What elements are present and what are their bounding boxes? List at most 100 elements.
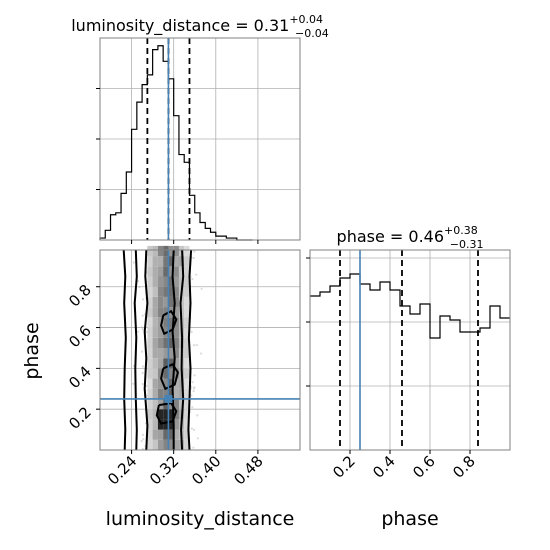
- scatter-point: [132, 261, 135, 264]
- density-cell: [157, 256, 164, 267]
- title-base: luminosity_distance = 0.31: [71, 16, 289, 36]
- density-cell: [152, 307, 158, 318]
- density-cell: [173, 348, 179, 359]
- density-cell: [173, 439, 179, 450]
- density-cell: [147, 419, 153, 430]
- scatter-point: [141, 328, 144, 331]
- y-tick-label: 0.8: [65, 281, 95, 311]
- x-tick-labels: 0.24 0.32 0.40 0.48: [104, 452, 267, 488]
- truth-crosshair: [100, 250, 300, 450]
- y-tick-label: 0.2: [65, 403, 95, 433]
- density-cell: [184, 388, 190, 399]
- contour-blob: [160, 363, 179, 391]
- density-cell: [168, 439, 174, 450]
- scatter-point: [192, 428, 196, 431]
- density-cell: [147, 439, 153, 450]
- scatter-point: [138, 286, 141, 289]
- density-cell: [163, 388, 169, 399]
- scatter-point: [137, 280, 140, 283]
- title-minus: −0.04: [295, 27, 329, 40]
- contour-lines: [122, 249, 193, 451]
- x-tick-label: 0.48: [230, 452, 266, 488]
- density-cell: [184, 358, 190, 369]
- density-cell: [157, 317, 164, 328]
- quantile-lines: [339, 250, 479, 450]
- density-cell: [152, 358, 158, 369]
- density-cell: [163, 307, 169, 318]
- density-cell: [157, 276, 164, 287]
- x-axis-label-luminosity-distance: luminosity_distance: [106, 508, 295, 530]
- density-cell: [184, 337, 190, 348]
- density-cell: [157, 296, 164, 308]
- density-cell: [152, 327, 158, 338]
- density-cell: [147, 388, 153, 399]
- x-tick-label: 0.40: [188, 452, 224, 488]
- density-cell: [168, 327, 174, 338]
- density-cell: [157, 286, 164, 297]
- density-cell: [173, 296, 179, 308]
- density-cell: [157, 348, 164, 359]
- density-cell: [147, 296, 153, 308]
- density-cell: [173, 378, 179, 389]
- title-minus: −0.31: [450, 238, 484, 251]
- histogram-step: [99, 45, 253, 241]
- density-cell: [178, 388, 185, 399]
- density-cell: [173, 358, 179, 369]
- contour-middle: [133, 249, 138, 451]
- density-cell: [163, 245, 169, 257]
- density-cell: [163, 256, 169, 267]
- density-cell: [147, 276, 153, 287]
- y-tick-label: 0.4: [65, 362, 95, 392]
- panel-title-luminosity-distance: luminosity_distance = 0.31+0.04 −0.04: [71, 13, 329, 40]
- scatter-point: [141, 371, 144, 375]
- density-cell: [147, 409, 153, 420]
- density-cell: [173, 276, 179, 287]
- density-cell: [147, 266, 153, 277]
- density-cell: [168, 419, 174, 430]
- density-cell: [163, 419, 169, 430]
- scatter-point: [132, 382, 135, 385]
- scatter-point: [195, 343, 198, 347]
- density-cell: [178, 276, 185, 287]
- density-cell: [168, 368, 174, 379]
- scatter-point: [193, 344, 196, 347]
- scatter-point: [193, 250, 196, 253]
- density-cell: [173, 256, 179, 267]
- x-tick-label: 0.4: [369, 452, 399, 482]
- x-axis-label-phase: phase: [381, 508, 438, 530]
- scatter-point: [141, 382, 144, 386]
- scatter-point: [145, 330, 148, 334]
- scatter-point: [190, 427, 193, 430]
- density-cell: [157, 388, 164, 399]
- density-cell: [157, 307, 164, 318]
- axes-border: [99, 249, 301, 451]
- scatter-point: [192, 446, 195, 449]
- scatter-point: [192, 256, 195, 260]
- density-cell: [168, 317, 174, 328]
- density-cell: [152, 429, 158, 440]
- contour-blob: [160, 309, 178, 336]
- density-cell: [173, 337, 179, 348]
- density-cell: [163, 368, 169, 379]
- x-tick-label: 0.32: [146, 452, 182, 488]
- density-cell: [168, 348, 174, 359]
- density-cell: [152, 439, 158, 450]
- grid-lines: [310, 250, 510, 450]
- density-cell: [173, 409, 179, 420]
- density-cell: [173, 388, 179, 399]
- scatter-point: [193, 374, 196, 377]
- density-cell: [184, 256, 190, 267]
- density-cell: [173, 266, 179, 277]
- density-cell: [184, 307, 190, 318]
- density-cell: [173, 307, 179, 318]
- density-cell: [147, 245, 153, 257]
- scatter-point: [190, 330, 193, 333]
- density-cell: [152, 368, 158, 379]
- grid-lines: [100, 250, 300, 450]
- panel-phase-marginal: phase = 0.46+0.38 −0.31 0.2 0.4 0.6 0.8 phas…: [306, 224, 511, 530]
- contour-inner: [143, 249, 149, 451]
- truth-marker: [164, 394, 173, 403]
- density-cell: [163, 439, 169, 450]
- density-cell: [163, 409, 169, 420]
- scatter-point: [141, 298, 145, 301]
